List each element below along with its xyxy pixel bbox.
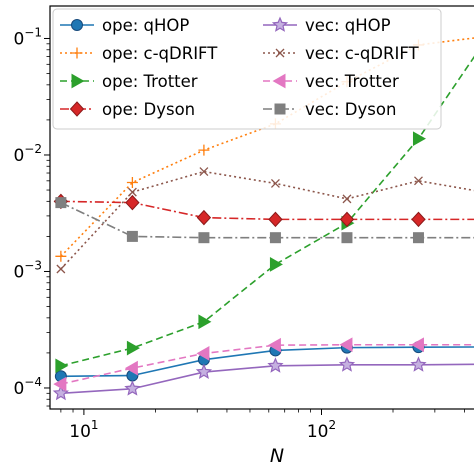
- series-vec-c-qdrift: [56, 167, 474, 274]
- data-point: [198, 144, 210, 156]
- data-point: [124, 380, 141, 396]
- legend-marker: [275, 48, 285, 58]
- data-point: [55, 197, 67, 209]
- legend-entry: vec: Trotter: [263, 72, 399, 91]
- data-point: [412, 131, 426, 147]
- data-point: [412, 232, 424, 244]
- x-tick-label: 102: [307, 418, 336, 442]
- legend-marker: [271, 16, 289, 32]
- data-point: [339, 337, 353, 353]
- data-point: [55, 358, 69, 374]
- legend-marker: [71, 19, 83, 31]
- legend-label: ope: c-qDRIFT: [102, 44, 218, 63]
- series-vec-trotter: [53, 337, 474, 392]
- data-point: [198, 232, 210, 244]
- y-tick-label: 0−4: [13, 375, 42, 399]
- data-point: [198, 314, 212, 330]
- data-point: [196, 346, 210, 361]
- series-line: [60, 363, 474, 395]
- legend-entry: ope: qHOP: [60, 16, 189, 35]
- y-tick-label: 0−3: [13, 258, 42, 282]
- legend-marker: [274, 103, 286, 115]
- data-point: [267, 357, 284, 373]
- plot-frame: [49, 5, 474, 410]
- data-point: [126, 177, 138, 189]
- data-point: [342, 194, 352, 204]
- legend-marker: [71, 73, 85, 89]
- legend-marker: [272, 73, 286, 89]
- data-point: [341, 232, 353, 244]
- data-point: [195, 363, 213, 379]
- data-point: [199, 167, 209, 177]
- legend-label: ope: qHOP: [102, 16, 189, 35]
- legend-label: vec: qHOP: [305, 16, 391, 35]
- data-point: [267, 337, 281, 353]
- data-point: [410, 337, 424, 353]
- legend-label: vec: Dyson: [305, 100, 396, 119]
- data-point: [125, 194, 140, 211]
- x-axis-label: N: [270, 445, 284, 467]
- y-tick-label: 0−2: [13, 142, 42, 166]
- legend-entry: ope: Dyson: [60, 100, 195, 119]
- data-point: [338, 356, 356, 372]
- series-vec-dyson: [55, 197, 474, 244]
- legend-entry: vec: c-qDRIFT: [263, 44, 420, 63]
- y-tick-label: 0−1: [13, 25, 42, 49]
- data-point: [55, 250, 67, 262]
- legend-label: ope: Dyson: [102, 100, 195, 119]
- legend-entry: ope: c-qDRIFT: [60, 44, 218, 63]
- series-layer: [52, 37, 474, 401]
- legend-marker: [69, 101, 85, 117]
- legend: ope: qHOP ope: c-qDRIFT ope: Trotter ope: D…: [52, 8, 442, 130]
- series-vec-qhop: [52, 356, 474, 401]
- data-point: [56, 264, 66, 274]
- data-point: [410, 356, 427, 372]
- data-point: [269, 257, 283, 272]
- data-point: [127, 187, 137, 197]
- data-point: [196, 209, 212, 226]
- data-point: [124, 360, 138, 376]
- data-point: [126, 340, 140, 356]
- series-ope-qhop: [54, 341, 474, 383]
- data-point: [411, 211, 426, 228]
- legend-entry: vec: qHOP: [263, 16, 391, 35]
- legend-label: vec: c-qDRIFT: [305, 44, 420, 63]
- data-point: [268, 211, 283, 228]
- data-point: [270, 178, 280, 188]
- ticks-layer: 101 102 0−4 0−3 0−2 0−1: [13, 25, 465, 442]
- legend-entry: vec: Dyson: [263, 100, 396, 119]
- legend-label: ope: Trotter: [102, 72, 198, 91]
- legend-label: vec: Trotter: [305, 72, 399, 91]
- x-tick-label: 101: [69, 418, 98, 442]
- series-line: [60, 170, 474, 270]
- data-point: [126, 230, 138, 242]
- data-point: [339, 211, 355, 228]
- series-line: [60, 346, 474, 378]
- data-point: [53, 376, 67, 392]
- data-point: [269, 232, 281, 244]
- legend-marker: [71, 47, 83, 59]
- data-point: [414, 176, 423, 186]
- legend-entry: ope: Trotter: [60, 72, 198, 91]
- series-line: [60, 200, 474, 221]
- legend-box: [52, 8, 442, 130]
